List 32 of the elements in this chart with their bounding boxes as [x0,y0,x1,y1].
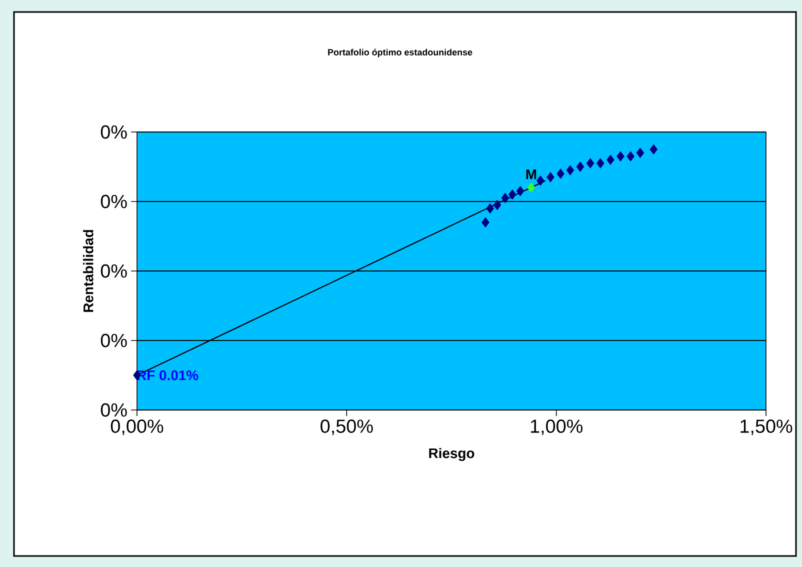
y-tick-label: 0% [100,334,127,348]
point [650,144,658,155]
y-tick-label: 0% [100,194,127,208]
y-tick-label: 0% [100,403,127,417]
y-tick-label: 0% [100,125,127,139]
point [501,192,510,204]
x-tick-label: 1,50% [740,419,792,436]
point [486,203,494,214]
point [527,182,536,193]
x-tick-label: 0,50% [320,419,373,436]
point [636,148,644,158]
point [516,186,524,196]
point [576,162,584,172]
point [546,172,554,182]
y-axis-title: Rentabilidad [83,230,94,312]
point [566,165,574,176]
point [536,175,544,186]
chart-title: Portafolio óptimo estadounidense [328,48,472,58]
point [482,217,490,228]
point [586,158,594,168]
point [556,168,564,179]
point [616,151,624,162]
point [508,189,516,200]
point [493,200,502,210]
x-tick-label: 0,00% [110,419,164,436]
point [606,154,614,165]
point [626,151,634,162]
x-axis-title: Riesgo [429,448,474,462]
y-tick-label: 0% [100,264,127,278]
point [596,158,604,168]
annotation: M [526,170,536,180]
x-tick-label: 1,00% [530,419,582,436]
